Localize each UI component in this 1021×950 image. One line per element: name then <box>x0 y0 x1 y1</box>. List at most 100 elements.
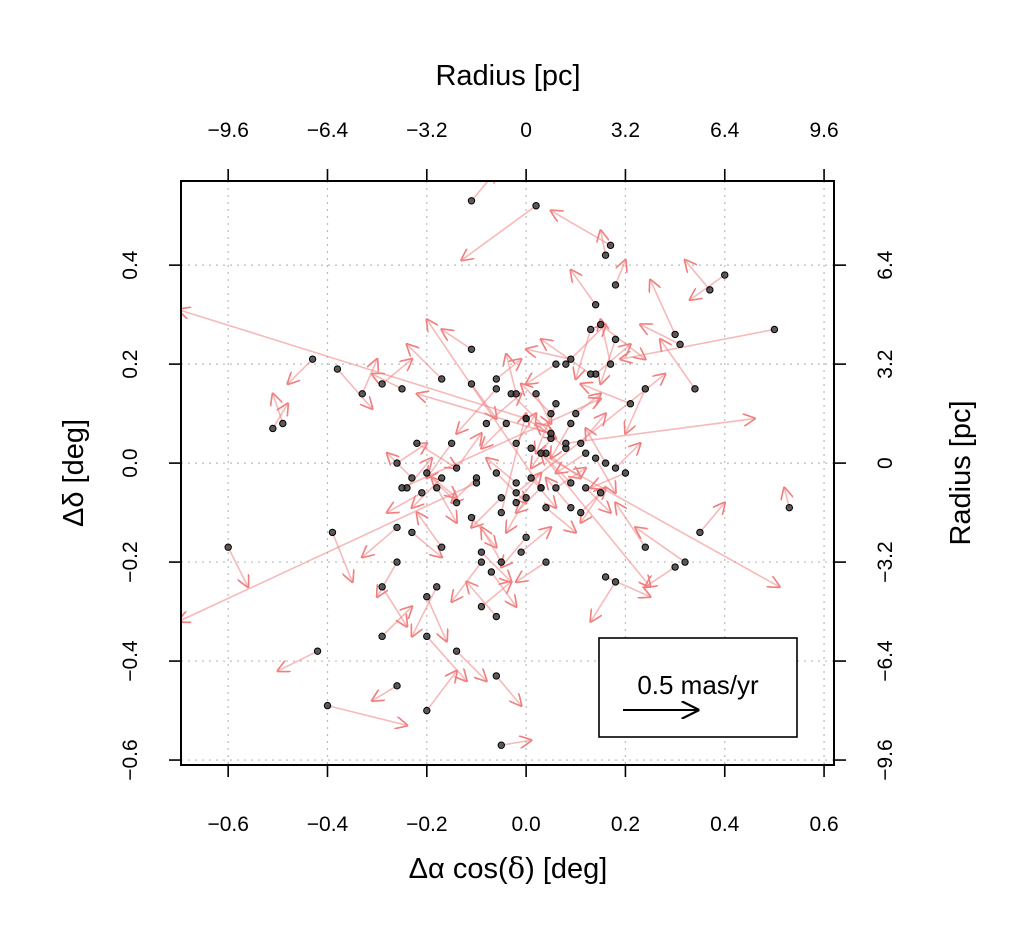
x-tick-label: 0.4 <box>710 813 740 836</box>
star-point <box>378 632 386 641</box>
star-point <box>398 385 406 393</box>
proper-motion-arrow <box>417 513 443 548</box>
x-tick-label: −0.4 <box>307 813 349 836</box>
proper-motion-arrow <box>601 230 606 256</box>
star-point <box>393 682 401 690</box>
proper-motion-arrow <box>595 344 631 375</box>
star-point <box>522 494 530 502</box>
proper-motion-arrow <box>614 260 626 286</box>
proper-motion-arrow <box>591 472 626 488</box>
proper-motion-arrow <box>480 582 511 608</box>
star-point <box>537 449 545 457</box>
star-point <box>567 479 575 487</box>
proper-motion-arrow <box>515 473 541 504</box>
proper-motion-arrow <box>660 339 696 390</box>
proper-motion-arrow <box>506 354 517 395</box>
proper-motion-arrow <box>495 359 521 380</box>
proper-motion-arrow <box>412 586 438 636</box>
star-point <box>552 400 560 408</box>
star-point <box>269 424 277 433</box>
proper-motion-arrow <box>227 546 248 587</box>
right-tick-label: −3.2 <box>874 541 897 582</box>
proper-motion-arrow <box>387 492 423 513</box>
proper-motion-arrow <box>600 323 646 360</box>
star-point <box>472 479 481 487</box>
star-point <box>770 325 779 334</box>
star-point <box>467 197 476 205</box>
proper-motion-arrow <box>530 447 779 587</box>
star-point <box>512 390 520 398</box>
proper-motion-arrow <box>581 384 631 405</box>
right-tick-label: 6.4 <box>874 250 897 280</box>
proper-motion-arrow <box>481 422 507 449</box>
plot-frame <box>180 180 835 766</box>
proper-motion-arrow <box>432 478 458 504</box>
proper-motion-arrow <box>645 566 676 587</box>
star-point <box>567 503 575 512</box>
proper-motion-arrow <box>452 477 478 503</box>
star-point <box>527 444 535 452</box>
star-point <box>552 484 560 492</box>
proper-motion-arrow <box>490 571 516 607</box>
proper-motion-arrow <box>541 339 592 375</box>
proper-motion-arrow <box>401 399 601 489</box>
star-point <box>482 419 491 428</box>
star-point <box>621 469 630 477</box>
star-point <box>492 375 501 383</box>
y-tick-label: 0.4 <box>119 250 142 280</box>
proper-motion-arrow <box>417 394 552 435</box>
star-point <box>418 489 426 497</box>
star-point <box>591 301 600 309</box>
star-point <box>601 573 610 581</box>
star-point <box>512 498 520 507</box>
star-point <box>452 498 461 507</box>
star-point <box>477 602 486 611</box>
top-tick-label: −9.6 <box>207 119 248 142</box>
proper-motion-arrow <box>685 260 711 291</box>
proper-motion-arrow <box>591 581 617 622</box>
right-axis-title: Radius [pc] <box>945 400 977 545</box>
proper-motion-arrow <box>635 527 686 563</box>
proper-motion-arrow <box>495 675 521 706</box>
top-axis: −9.6 −6.4 −3.2 0 3.2 6.4 9.6 <box>207 119 839 181</box>
proper-motion-arrow <box>331 532 352 581</box>
star-point <box>279 419 287 428</box>
proper-motion-arrow <box>361 359 377 395</box>
star-point <box>522 533 530 542</box>
proper-motion-arrow <box>181 482 477 622</box>
star-point <box>423 632 431 641</box>
star-point <box>641 385 650 393</box>
star-point <box>512 489 520 497</box>
proper-motion-arrow <box>427 320 542 489</box>
star-point <box>547 409 555 418</box>
proper-motion-arrow <box>620 328 775 359</box>
proper-motion-arrow <box>396 443 427 464</box>
star-point <box>313 647 322 655</box>
star-point <box>423 706 431 715</box>
star-point <box>438 474 446 482</box>
star-point <box>591 454 600 462</box>
star-point <box>413 439 421 448</box>
proper-motion-arrow <box>372 374 403 390</box>
star-point <box>577 508 585 517</box>
proper-motion-arrow <box>381 586 407 627</box>
proper-motion-arrow <box>650 280 676 335</box>
star-point <box>497 741 505 749</box>
star-point <box>438 543 446 551</box>
star-point <box>497 508 505 517</box>
star-point <box>691 385 699 393</box>
star-point <box>423 469 431 477</box>
star-point <box>547 429 555 438</box>
proper-motion-arrow <box>640 325 681 346</box>
star-point <box>398 484 406 492</box>
y-tick-label: −0.6 <box>119 739 142 780</box>
proper-motion-arrow <box>581 492 602 523</box>
proper-motion-arrow <box>411 531 442 557</box>
right-tick-label: −9.6 <box>874 739 897 780</box>
star-point <box>497 558 505 566</box>
star-point <box>497 494 505 502</box>
star-point <box>467 513 476 522</box>
proper-motion-arrow <box>556 452 587 473</box>
proper-motion-arrow <box>546 478 572 509</box>
proper-motion-arrow <box>551 211 611 247</box>
